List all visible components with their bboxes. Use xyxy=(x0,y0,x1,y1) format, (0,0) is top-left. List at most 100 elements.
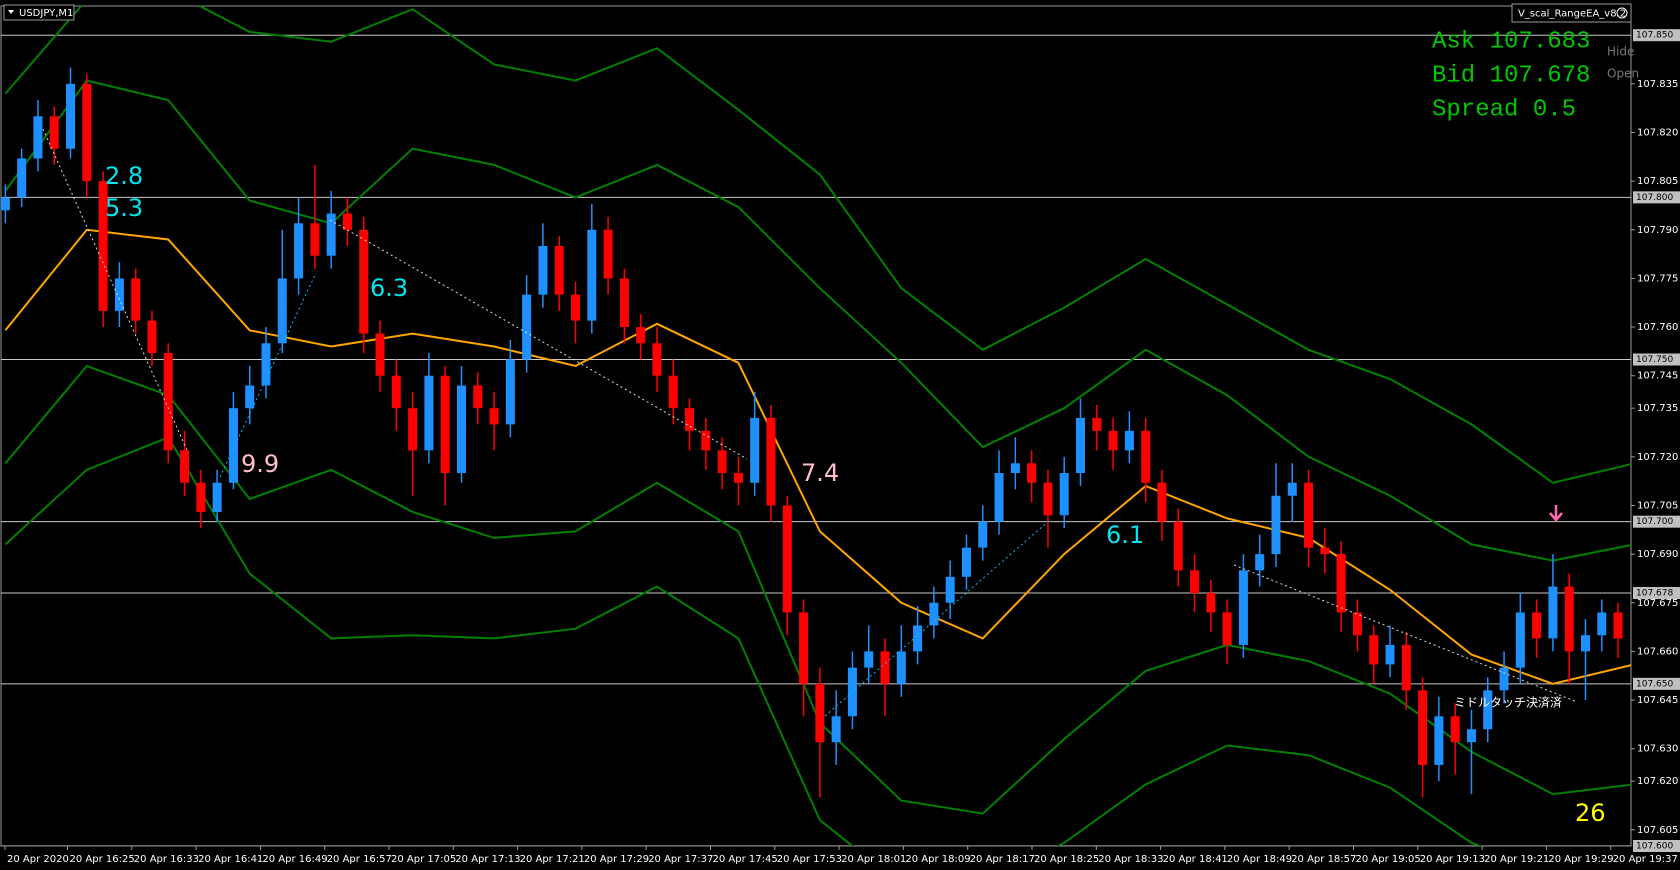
candle-body xyxy=(310,223,320,256)
candle-body xyxy=(1255,554,1265,571)
trend-line xyxy=(1233,564,1578,703)
y-tick-label: 107.790 xyxy=(1637,225,1678,236)
candle-body xyxy=(82,83,92,182)
open-button[interactable]: Open xyxy=(1607,67,1639,81)
x-tick-label: 20 Apr 18:49 xyxy=(1227,854,1292,865)
candle-body xyxy=(212,482,222,512)
x-tick-label: 20 Apr 18:33 xyxy=(1098,854,1163,865)
y-tick-label: 107.720 xyxy=(1637,452,1678,463)
candle-body xyxy=(277,278,287,344)
candle-body xyxy=(554,246,564,295)
candle-body xyxy=(1076,417,1085,474)
candle-body xyxy=(587,229,597,321)
y-tick-label: 107.760 xyxy=(1637,322,1678,333)
candle-body xyxy=(1092,417,1102,431)
candle-body xyxy=(440,375,450,474)
candle-body xyxy=(1010,463,1020,474)
candle-body xyxy=(733,473,743,483)
candle-body xyxy=(1597,612,1607,636)
spread-label: Spread 0.5 xyxy=(1432,96,1576,123)
x-tick-label: 20 Apr 17:45 xyxy=(713,854,778,865)
level-box xyxy=(1633,840,1680,852)
level-label: 107.678 xyxy=(1636,589,1673,599)
candle-body xyxy=(1287,482,1297,496)
candle-body xyxy=(1613,612,1623,639)
x-tick-label: 20 Apr 19:37 xyxy=(1613,854,1678,865)
level-label: 107.650 xyxy=(1636,679,1673,689)
candle-body xyxy=(929,602,939,626)
candle-body xyxy=(864,651,874,668)
candle-body xyxy=(1580,635,1590,652)
ea-label: V_scal_RangeEA_v8.2 xyxy=(1518,9,1626,20)
level-label: 107.800 xyxy=(1636,193,1673,203)
y-tick-label: 107.835 xyxy=(1637,79,1678,90)
y-tick-label: 107.745 xyxy=(1637,371,1678,382)
candle-body xyxy=(391,375,401,409)
y-tick-label: 107.820 xyxy=(1637,127,1678,138)
candle-body xyxy=(1564,586,1574,652)
candle-body xyxy=(1141,430,1151,483)
candle-body xyxy=(538,246,548,295)
x-tick-label: 20 Apr 18:09 xyxy=(905,854,970,865)
y-tick-label: 107.735 xyxy=(1637,403,1678,414)
x-tick-label: 20 Apr 16:41 xyxy=(198,854,263,865)
trend-line xyxy=(42,128,188,451)
candle-body xyxy=(49,116,59,149)
candle-body xyxy=(668,375,678,409)
candle-body xyxy=(685,408,695,431)
candle-body xyxy=(424,375,434,451)
candle-body xyxy=(1401,644,1411,691)
candle-body xyxy=(994,473,1004,522)
candle-body xyxy=(782,505,792,613)
candle-body xyxy=(652,343,662,376)
level-box xyxy=(1633,677,1680,690)
y-tick-label: 107.775 xyxy=(1637,273,1678,284)
y-tick-label: 107.605 xyxy=(1637,825,1678,836)
candle-body xyxy=(619,278,629,328)
candle-body xyxy=(17,158,27,198)
x-tick-label: 20 Apr 19:29 xyxy=(1548,854,1613,865)
x-tick-label: 20 Apr 18:01 xyxy=(841,854,906,865)
x-tick-label: 20 Apr 19:21 xyxy=(1484,854,1549,865)
candle-body xyxy=(228,408,238,483)
candle-body xyxy=(98,181,108,311)
candle-body xyxy=(180,450,190,483)
candle-body xyxy=(505,359,515,425)
candle-body xyxy=(961,547,971,577)
candle-body xyxy=(456,385,466,474)
x-tick-label: 20 Apr 17:21 xyxy=(520,854,585,865)
candle-body xyxy=(114,278,124,311)
trend-lines xyxy=(42,128,1578,717)
y-tick-label: 107.705 xyxy=(1637,500,1678,511)
candle-body xyxy=(294,223,304,279)
candle-body xyxy=(1222,612,1232,645)
level-box xyxy=(1633,353,1680,366)
candle-body xyxy=(831,716,841,743)
symbol-label: USDJPY,M1 xyxy=(19,8,73,19)
candle-body xyxy=(571,294,581,321)
collapse-icon[interactable] xyxy=(8,10,14,14)
candle-body xyxy=(131,278,141,321)
level-box xyxy=(1633,515,1680,528)
candle-body xyxy=(1385,644,1395,665)
y-tick-label: 107.690 xyxy=(1637,549,1678,560)
hide-button[interactable]: Hide xyxy=(1607,45,1634,59)
candle-body xyxy=(1336,554,1346,613)
candle-body xyxy=(1466,729,1476,743)
indicator-line xyxy=(4,79,1631,562)
ea-icon[interactable] xyxy=(1616,7,1628,19)
candle-body xyxy=(1108,430,1118,451)
candle-body xyxy=(750,417,760,483)
candle-body xyxy=(1450,716,1460,743)
candle-body xyxy=(913,625,923,652)
candle-body xyxy=(880,651,890,684)
candle-body xyxy=(375,333,385,376)
annotation: 26 xyxy=(1575,799,1606,827)
candle-body xyxy=(1483,690,1493,730)
level-label: 107.700 xyxy=(1636,517,1673,527)
candle-body xyxy=(766,417,776,506)
annotation: 5.3 xyxy=(105,194,143,222)
candle-body xyxy=(1206,593,1216,613)
candle-body xyxy=(978,521,988,548)
